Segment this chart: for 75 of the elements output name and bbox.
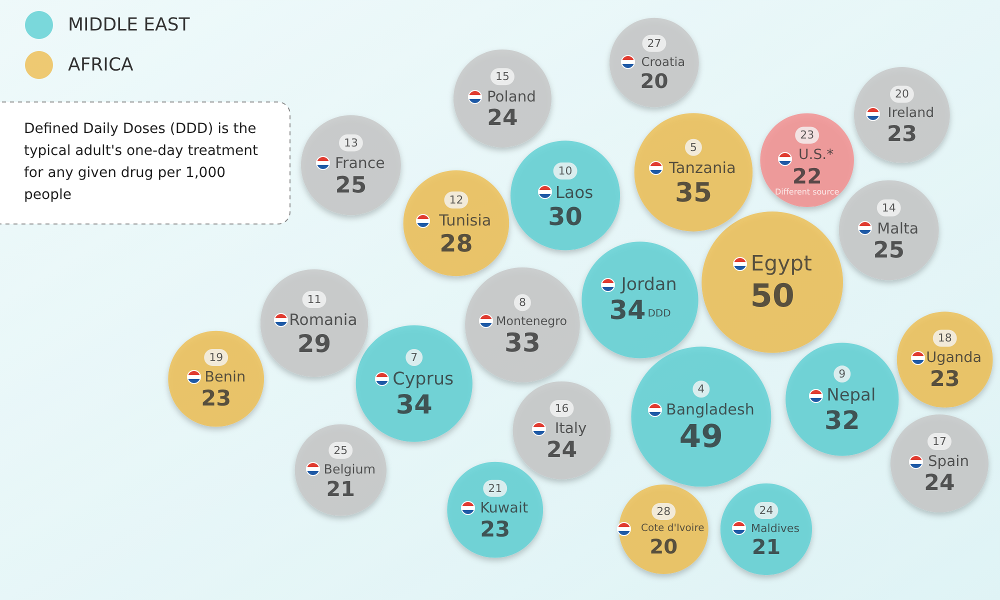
- text: 8: [518, 296, 526, 310]
- text: Different source: [775, 188, 840, 197]
- text: 19: [209, 350, 224, 364]
- data-label: 28: [440, 230, 473, 258]
- text: 28: [656, 504, 671, 518]
- category-label: Spain: [928, 453, 970, 470]
- data-label: 35: [674, 177, 712, 208]
- text: 11: [307, 292, 322, 306]
- text: 17: [932, 435, 946, 448]
- data-label: 24: [924, 471, 955, 496]
- text: DDD: [648, 308, 672, 320]
- text: 24: [759, 504, 774, 517]
- data-label: 22: [792, 163, 822, 188]
- category-label: Tunisia: [438, 212, 492, 230]
- category-label: Malta: [877, 219, 919, 238]
- legend-label: AFRICA: [68, 54, 134, 76]
- data-label: 20: [650, 534, 678, 559]
- data-label: 30: [548, 202, 582, 232]
- category-label: Italy: [554, 420, 588, 438]
- text: 16: [554, 402, 569, 415]
- data-label: 23: [480, 517, 510, 542]
- category-label: Montenegro: [496, 314, 567, 328]
- category-label: Ireland: [888, 106, 934, 122]
- text: 25: [334, 444, 348, 457]
- data-label: 29: [297, 330, 332, 358]
- text: 7: [410, 351, 418, 364]
- category-label: Egypt: [750, 251, 812, 276]
- text: 13: [344, 136, 358, 150]
- text: 15: [495, 70, 510, 84]
- category-label: Tanzania: [668, 158, 736, 177]
- category-label: Kuwait: [480, 500, 528, 516]
- category-label: Uganda: [926, 350, 982, 366]
- data-label: 23: [930, 367, 960, 392]
- category-label: Jordan: [620, 274, 677, 295]
- text: 5: [690, 140, 697, 154]
- text: 14: [882, 201, 896, 214]
- data-label: 23: [886, 122, 917, 147]
- category-label: Bangladesh: [666, 400, 754, 419]
- text: Defined Daily Doses (DDD) is the typical adult's one-day treatment for any given drug per 1,000 people: [24, 121, 262, 203]
- data-label: 34: [396, 390, 432, 420]
- text: 4: [698, 382, 705, 396]
- data-label: 20: [640, 69, 668, 94]
- data-label: 24: [487, 106, 518, 132]
- text: 20: [894, 88, 909, 101]
- legend-label: MIDDLE EAST: [68, 14, 191, 36]
- category-label: Croatia: [641, 55, 686, 70]
- text: 10: [558, 164, 572, 178]
- category-label: Poland: [486, 88, 536, 106]
- text: 21: [488, 482, 502, 495]
- category-label: Laos: [555, 182, 594, 202]
- category-label: Cyprus: [392, 369, 454, 390]
- text: 12: [449, 194, 464, 207]
- category-label: Nepal: [826, 386, 876, 406]
- data-label: 21: [752, 535, 781, 560]
- category-label: Belgium: [324, 462, 376, 477]
- category-label: U.S.*: [798, 147, 834, 163]
- data-label: 49: [679, 419, 724, 456]
- data-label: 24: [546, 438, 578, 464]
- data-label: 23: [201, 386, 232, 412]
- data-label: 25: [335, 172, 367, 199]
- data-label: 34: [609, 296, 646, 326]
- text: 23: [800, 128, 814, 142]
- category-label: Cote d'Ivoire: [640, 523, 704, 534]
- data-label: 33: [504, 328, 540, 358]
- text: 27: [647, 36, 662, 50]
- data-label: 21: [326, 476, 355, 501]
- text: 9: [838, 368, 846, 381]
- category-label: France: [335, 154, 385, 172]
- data-label: 50: [750, 276, 794, 314]
- data-label: 25: [873, 238, 905, 264]
- data-label: 32: [824, 406, 860, 436]
- category-label: Maldives: [750, 522, 800, 535]
- category-label: Benin: [204, 369, 246, 386]
- category-label: Romania: [289, 311, 358, 330]
- text: 18: [938, 332, 952, 345]
